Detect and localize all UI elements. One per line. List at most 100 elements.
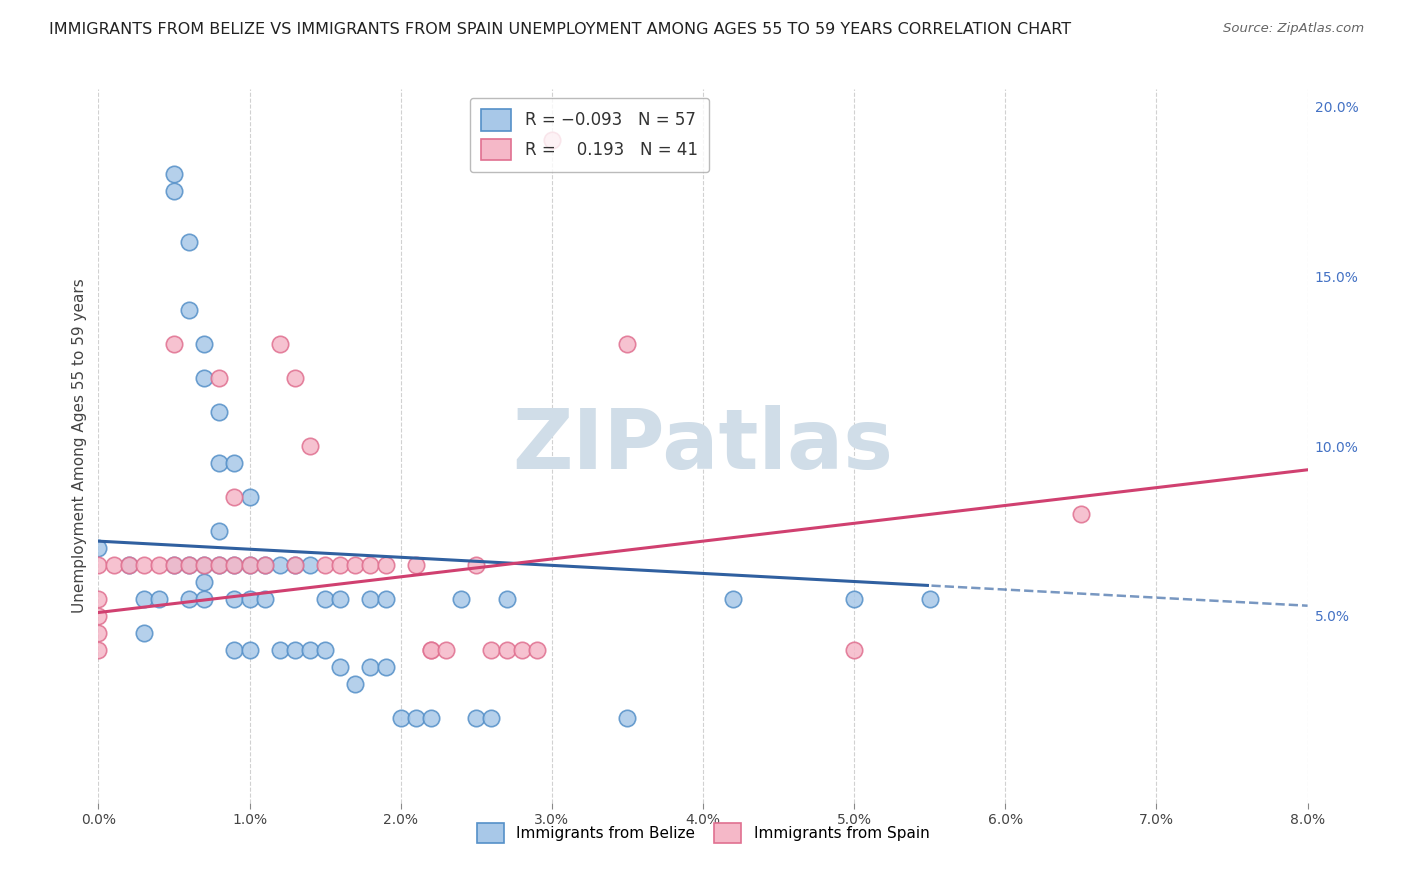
Point: [481, 711, 503, 725]
Point: [224, 558, 246, 572]
Point: [239, 558, 262, 572]
Point: [284, 371, 307, 385]
Point: [179, 235, 201, 249]
Point: [269, 643, 291, 657]
Point: [314, 558, 336, 572]
Point: [616, 337, 638, 351]
Point: [239, 643, 262, 657]
Point: [723, 591, 745, 606]
Point: [224, 591, 246, 606]
Point: [434, 643, 457, 657]
Point: [163, 558, 186, 572]
Point: [163, 167, 186, 181]
Point: [208, 524, 231, 538]
Text: IMMIGRANTS FROM BELIZE VS IMMIGRANTS FROM SPAIN UNEMPLOYMENT AMONG AGES 55 TO 59: IMMIGRANTS FROM BELIZE VS IMMIGRANTS FRO…: [49, 22, 1071, 37]
Point: [360, 660, 382, 674]
Point: [374, 591, 396, 606]
Point: [405, 558, 427, 572]
Point: [329, 660, 352, 674]
Point: [179, 558, 201, 572]
Point: [465, 711, 488, 725]
Point: [299, 558, 322, 572]
Point: [329, 558, 352, 572]
Point: [253, 591, 276, 606]
Point: [253, 558, 276, 572]
Point: [329, 591, 352, 606]
Point: [208, 558, 231, 572]
Point: [616, 711, 638, 725]
Point: [374, 660, 396, 674]
Point: [389, 711, 412, 725]
Point: [344, 677, 367, 691]
Point: [87, 591, 110, 606]
Point: [314, 643, 336, 657]
Point: [299, 439, 322, 453]
Point: [224, 643, 246, 657]
Point: [163, 337, 186, 351]
Point: [193, 337, 215, 351]
Point: [193, 558, 215, 572]
Point: [253, 558, 276, 572]
Point: [208, 456, 231, 470]
Y-axis label: Unemployment Among Ages 55 to 59 years: Unemployment Among Ages 55 to 59 years: [72, 278, 87, 614]
Point: [208, 371, 231, 385]
Point: [284, 643, 307, 657]
Point: [132, 558, 155, 572]
Legend: Immigrants from Belize, Immigrants from Spain: Immigrants from Belize, Immigrants from …: [471, 817, 935, 848]
Point: [239, 490, 262, 504]
Point: [844, 591, 866, 606]
Point: [299, 643, 322, 657]
Point: [87, 541, 110, 555]
Point: [495, 643, 517, 657]
Point: [193, 558, 215, 572]
Point: [224, 456, 246, 470]
Point: [163, 184, 186, 198]
Point: [405, 711, 427, 725]
Point: [269, 558, 291, 572]
Point: [208, 558, 231, 572]
Point: [465, 558, 488, 572]
Point: [148, 591, 170, 606]
Point: [420, 643, 443, 657]
Point: [132, 591, 155, 606]
Point: [179, 303, 201, 318]
Point: [918, 591, 941, 606]
Point: [1070, 507, 1092, 521]
Point: [87, 558, 110, 572]
Point: [269, 337, 291, 351]
Point: [284, 558, 307, 572]
Point: [360, 591, 382, 606]
Point: [118, 558, 141, 572]
Point: [284, 558, 307, 572]
Point: [526, 643, 548, 657]
Point: [314, 591, 336, 606]
Point: [193, 574, 215, 589]
Point: [118, 558, 141, 572]
Point: [87, 626, 110, 640]
Point: [224, 490, 246, 504]
Point: [224, 558, 246, 572]
Point: [450, 591, 472, 606]
Text: Source: ZipAtlas.com: Source: ZipAtlas.com: [1223, 22, 1364, 36]
Point: [510, 643, 533, 657]
Point: [148, 558, 170, 572]
Point: [179, 591, 201, 606]
Point: [132, 626, 155, 640]
Point: [420, 711, 443, 725]
Point: [495, 591, 517, 606]
Point: [193, 591, 215, 606]
Point: [208, 405, 231, 419]
Point: [540, 133, 562, 147]
Point: [481, 643, 503, 657]
Point: [87, 608, 110, 623]
Point: [193, 371, 215, 385]
Text: ZIPatlas: ZIPatlas: [513, 406, 893, 486]
Point: [239, 558, 262, 572]
Point: [179, 558, 201, 572]
Point: [163, 558, 186, 572]
Point: [374, 558, 396, 572]
Point: [360, 558, 382, 572]
Point: [344, 558, 367, 572]
Point: [87, 643, 110, 657]
Point: [844, 643, 866, 657]
